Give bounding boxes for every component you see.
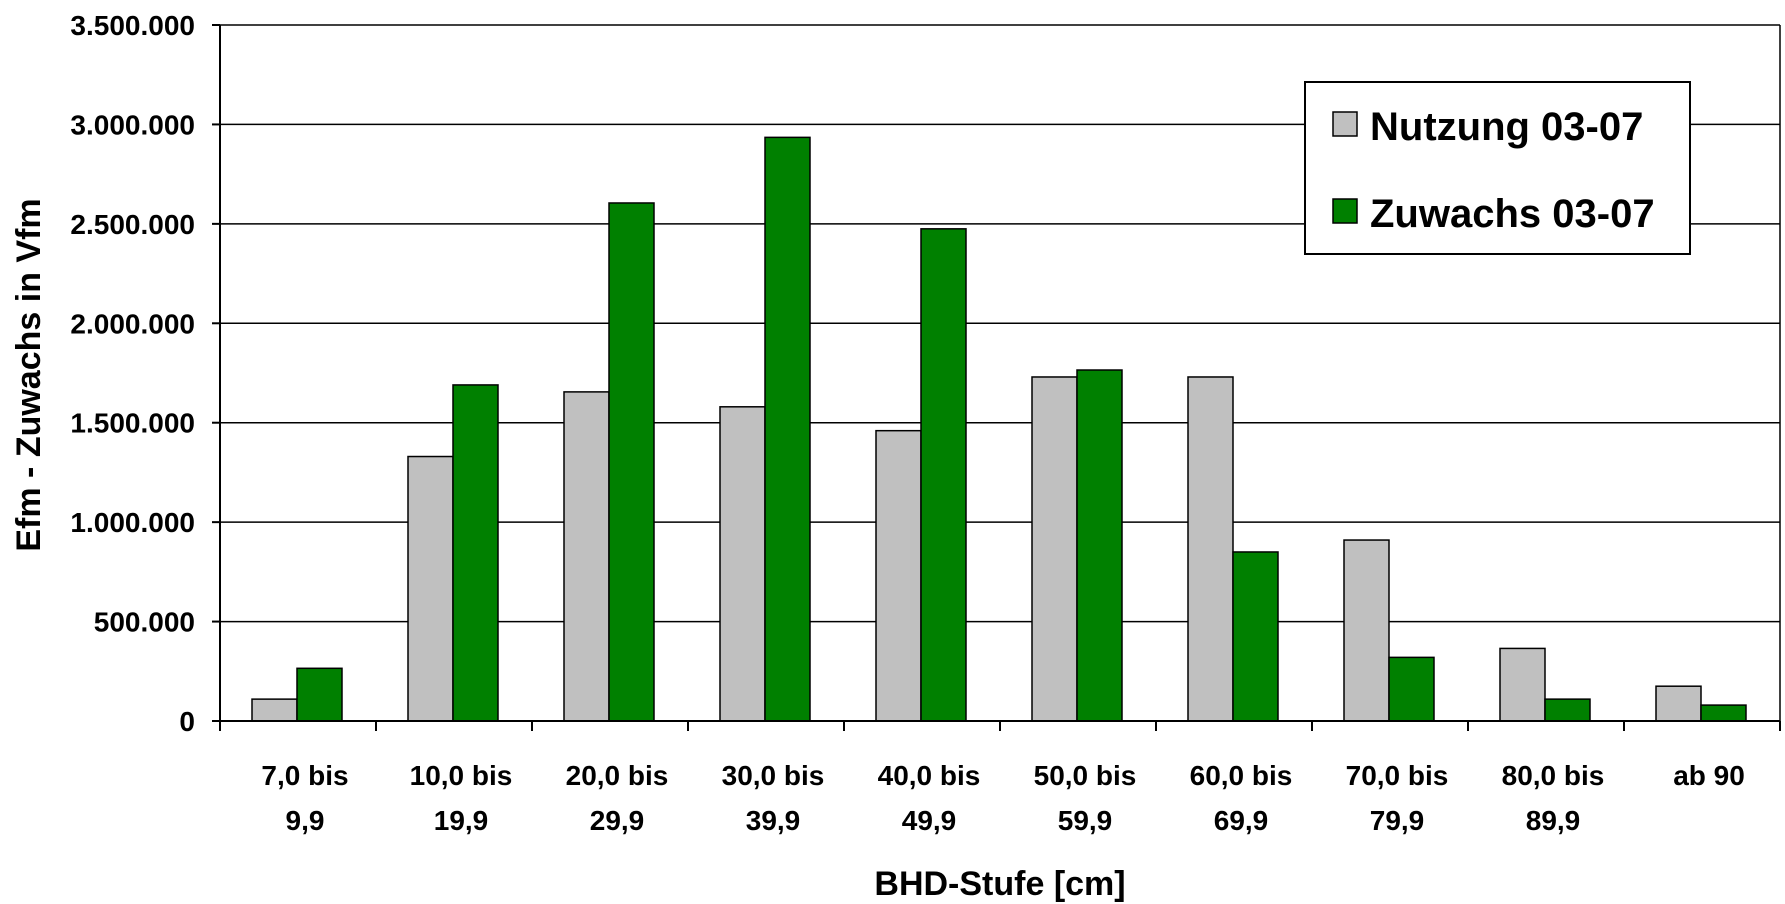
x-tick-label: 39,9 — [746, 805, 801, 836]
legend-swatch-nutzung — [1332, 111, 1358, 137]
bar-nutzung — [563, 391, 610, 722]
bar-nutzung — [1031, 376, 1078, 722]
y-tick-label: 3.500.000 — [70, 10, 195, 41]
bar-zuwachs — [1388, 656, 1435, 722]
x-tick-label: 30,0 bis — [722, 760, 825, 791]
bar-nutzung — [1655, 685, 1702, 722]
bar-nutzung — [719, 406, 766, 722]
bar-nutzung — [251, 698, 298, 722]
legend-label-nutzung: Nutzung 03-07 — [1370, 105, 1643, 149]
bar-zuwachs — [920, 228, 967, 722]
legend-swatch-zuwachs — [1332, 198, 1358, 224]
bar-zuwachs — [296, 667, 343, 722]
legend: Nutzung 03-07 Zuwachs 03-07 — [1304, 81, 1691, 255]
y-tick-label: 0 — [179, 706, 195, 737]
x-tick-label: ab 90 — [1673, 760, 1745, 791]
x-axis-title: BHD-Stufe [cm] — [874, 865, 1125, 903]
bar-nutzung — [407, 455, 454, 722]
x-tick-label: 40,0 bis — [878, 760, 981, 791]
x-tick-label: 79,9 — [1370, 805, 1425, 836]
x-tick-label: 50,0 bis — [1034, 760, 1137, 791]
bar-nutzung — [1499, 647, 1546, 722]
legend-label-zuwachs: Zuwachs 03-07 — [1370, 192, 1655, 236]
x-tick-label: 19,9 — [434, 805, 489, 836]
bar-nutzung — [1343, 539, 1390, 722]
x-tick-label: 89,9 — [1526, 805, 1581, 836]
bar-nutzung — [875, 429, 922, 722]
x-tick-label: 70,0 bis — [1346, 760, 1449, 791]
y-tick-label: 1.500.000 — [70, 408, 195, 439]
bar-zuwachs — [1700, 704, 1747, 722]
y-tick-label: 1.000.000 — [70, 507, 195, 538]
y-axis-title: Efm - Zuwachs in Vfm — [10, 198, 48, 551]
x-tick-label: 7,0 bis — [261, 760, 348, 791]
y-tick-labels: 0 500.000 1.000.000 1.500.000 2.000.000 2.500… — [70, 10, 195, 737]
bar-zuwachs — [452, 384, 499, 722]
x-tick-label: 60,0 bis — [1190, 760, 1293, 791]
bar-zuwachs — [1232, 551, 1279, 722]
bar-zuwachs — [1076, 369, 1123, 722]
y-tick-label: 3.000.000 — [70, 109, 195, 140]
x-tick-label: 9,9 — [286, 805, 325, 836]
x-tick-label: 69,9 — [1214, 805, 1269, 836]
x-tick-label: 29,9 — [590, 805, 645, 836]
bar-zuwachs — [608, 202, 655, 722]
y-tick-label: 2.000.000 — [70, 308, 195, 339]
y-tick-label: 2.500.000 — [70, 209, 195, 240]
bar-zuwachs — [1544, 698, 1591, 722]
bar-zuwachs — [764, 136, 811, 722]
bars — [219, 136, 1781, 731]
x-tick-label: 59,9 — [1058, 805, 1113, 836]
axes — [219, 25, 1781, 722]
legend-box — [1304, 81, 1691, 255]
x-tick-label: 20,0 bis — [566, 760, 669, 791]
x-tick-label: 10,0 bis — [410, 760, 513, 791]
x-tick-labels: 7,0 bis 9,9 10,0 bis 19,9 20,0 bis 29,9 30,0 b… — [261, 760, 1744, 836]
y-tick-label: 500.000 — [94, 607, 195, 638]
x-tick-label: 80,0 bis — [1502, 760, 1605, 791]
x-tick-label: 49,9 — [902, 805, 957, 836]
bar-nutzung — [1187, 376, 1234, 722]
